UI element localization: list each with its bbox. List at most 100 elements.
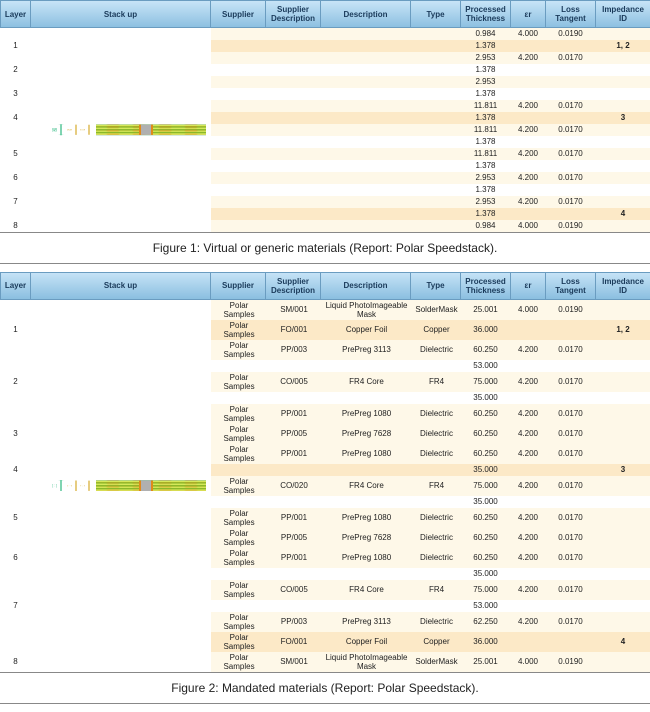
cell-desc — [321, 496, 411, 508]
layer-number — [1, 404, 31, 424]
cell-thick: 1.378 — [461, 208, 511, 220]
cell-blank — [321, 64, 411, 76]
cell-blank — [211, 28, 266, 40]
cell-type: SolderMask — [411, 652, 461, 672]
cell-imp — [596, 76, 650, 88]
svg-text:1075.00: 1075.00 — [66, 485, 74, 486]
layer-number: 3 — [1, 424, 31, 444]
cell-er — [511, 600, 546, 612]
cell-type — [411, 600, 461, 612]
cell-er — [511, 112, 546, 124]
cell-blank — [321, 208, 411, 220]
cell-blank — [211, 184, 266, 196]
hdr-thickness: Processed Thickness — [461, 1, 511, 28]
cell-sd: CO/005 — [266, 580, 321, 600]
cell-sup: Polar Samples — [211, 580, 266, 600]
cell-blank — [266, 88, 321, 100]
hdr-impedance: Impedance ID — [596, 272, 650, 299]
cell-imp — [596, 600, 650, 612]
cell-blank — [266, 76, 321, 88]
cell-imp — [596, 372, 650, 392]
cell-er — [511, 392, 546, 404]
layer-number: 4 — [1, 464, 31, 476]
cell-thick: 11.811 — [461, 124, 511, 136]
cell-blank — [266, 136, 321, 148]
cell-imp — [596, 580, 650, 600]
cell-sd — [266, 600, 321, 612]
layer-number — [1, 184, 31, 196]
cell-thick: 25.001 — [461, 652, 511, 672]
cell-loss: 0.0190 — [546, 28, 596, 40]
cell-loss: 0.0170 — [546, 580, 596, 600]
cell-sup: Polar Samples — [211, 340, 266, 360]
cell-thick: 35.000 — [461, 392, 511, 404]
svg-text:55.51: 55.51 — [79, 129, 87, 130]
cell-er — [511, 568, 546, 580]
cell-type — [411, 568, 461, 580]
figure2-block: Layer Stack up Supplier Supplier Descrip… — [0, 272, 650, 704]
cell-desc: Liquid PhotoImageable Mask — [321, 299, 411, 320]
cell-thick: 2.953 — [461, 76, 511, 88]
cell-desc: PrePreg 3113 — [321, 612, 411, 632]
cell-er — [511, 40, 546, 52]
cell-thick: 2.953 — [461, 196, 511, 208]
cell-thick: 1.378 — [461, 136, 511, 148]
cell-blank — [266, 148, 321, 160]
cell-imp — [596, 220, 650, 232]
hdr-supplier-desc: Supplier Description — [266, 1, 321, 28]
cell-sup: Polar Samples — [211, 372, 266, 392]
cell-desc: FR4 Core — [321, 580, 411, 600]
layer-number — [1, 580, 31, 600]
cell-blank — [211, 136, 266, 148]
hdr-thickness: Processed Thickness — [461, 272, 511, 299]
cell-desc: Copper Foil — [321, 632, 411, 652]
cell-type: SolderMask — [411, 299, 461, 320]
cell-thick: 75.000 — [461, 580, 511, 600]
layer-number: 2 — [1, 372, 31, 392]
cell-sup: Polar Samples — [211, 299, 266, 320]
hdr-er: εr — [511, 1, 546, 28]
cell-thick: 60.250 — [461, 444, 511, 464]
cell-blank — [411, 148, 461, 160]
cell-blank — [266, 124, 321, 136]
cell-thick: 1.378 — [461, 184, 511, 196]
cell-thick: 2.953 — [461, 172, 511, 184]
cell-blank — [211, 124, 266, 136]
cell-sup — [211, 600, 266, 612]
cell-imp — [596, 124, 650, 136]
cell-blank — [321, 40, 411, 52]
cell-blank — [411, 76, 461, 88]
layer-number — [1, 124, 31, 136]
cell-loss: 0.0170 — [546, 444, 596, 464]
cell-desc: PrePreg 1080 — [321, 548, 411, 568]
hdr-loss: Loss Tangent — [546, 1, 596, 28]
cell-er — [511, 208, 546, 220]
cell-er — [511, 64, 546, 76]
cell-desc: FR4 Core — [321, 372, 411, 392]
cell-thick: 60.250 — [461, 548, 511, 568]
cell-blank — [321, 88, 411, 100]
cell-imp: 1, 2 — [596, 320, 650, 340]
cell-desc: PrePreg 1080 — [321, 404, 411, 424]
cell-blank — [266, 40, 321, 52]
layer-number — [1, 612, 31, 632]
cell-loss: 0.0190 — [546, 220, 596, 232]
cell-loss: 0.0170 — [546, 404, 596, 424]
cell-blank — [211, 40, 266, 52]
cell-imp: 3 — [596, 464, 650, 476]
cell-er — [511, 496, 546, 508]
cell-blank — [266, 100, 321, 112]
cell-desc — [321, 360, 411, 372]
table-row: 62.99 +6.30/-6.3060.2455.510.9844.0000.0… — [1, 28, 650, 40]
cell-blank — [411, 160, 461, 172]
hdr-type: Type — [411, 272, 461, 299]
layer-number: 8 — [1, 652, 31, 672]
cell-er: 4.200 — [511, 508, 546, 528]
cell-thick: 1.378 — [461, 40, 511, 52]
cell-er: 4.000 — [511, 652, 546, 672]
hdr-stackup: Stack up — [31, 1, 211, 28]
cell-thick: 35.000 — [461, 496, 511, 508]
cell-loss: 0.0170 — [546, 612, 596, 632]
cell-sd: PP/001 — [266, 444, 321, 464]
cell-loss: 0.0170 — [546, 340, 596, 360]
